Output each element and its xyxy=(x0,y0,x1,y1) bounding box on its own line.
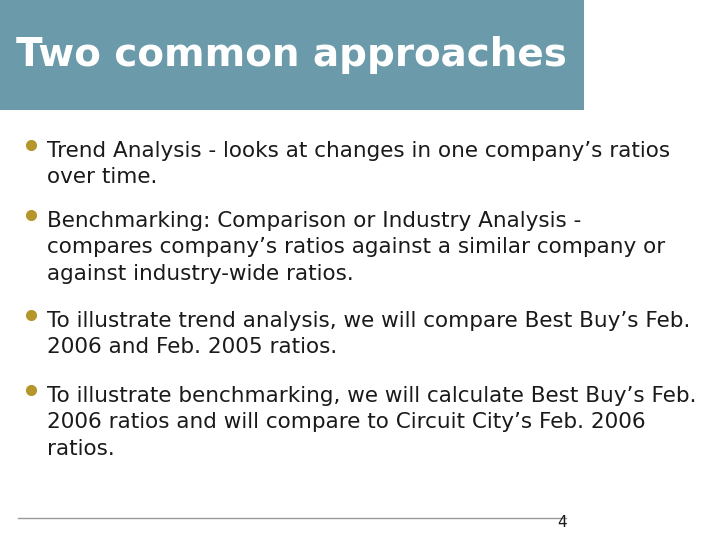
Text: Benchmarking: Comparison or Industry Analysis -
compares company’s ratios agains: Benchmarking: Comparison or Industry Ana… xyxy=(47,211,665,284)
FancyBboxPatch shape xyxy=(0,0,583,110)
Text: To illustrate benchmarking, we will calculate Best Buy’s Feb.
2006 ratios and wi: To illustrate benchmarking, we will calc… xyxy=(47,386,696,459)
Text: To illustrate trend analysis, we will compare Best Buy’s Feb.
2006 and Feb. 2005: To illustrate trend analysis, we will co… xyxy=(47,311,690,357)
Text: 4: 4 xyxy=(558,515,567,530)
Text: Trend Analysis - looks at changes in one company’s ratios
over time.: Trend Analysis - looks at changes in one… xyxy=(47,141,670,187)
Text: Two common approaches: Two common approaches xyxy=(17,36,567,74)
